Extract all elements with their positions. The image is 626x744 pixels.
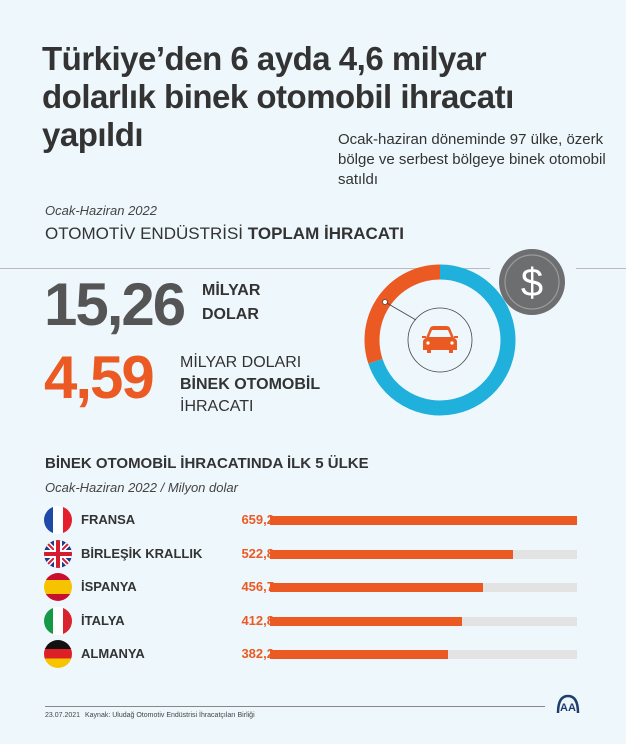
passenger-unit: MİLYAR DOLARI BİNEK OTOMOBİL İHRACATI bbox=[180, 352, 320, 418]
uk-flag-icon bbox=[44, 539, 72, 568]
bar-chart-title: BİNEK OTOMOBİL İHRACATINDA İLK 5 ÜLKE bbox=[45, 455, 369, 472]
bar-track bbox=[270, 516, 577, 525]
passenger-line2: BİNEK OTOMOBİL bbox=[180, 376, 321, 393]
bar-track bbox=[270, 583, 577, 592]
leader-dot bbox=[382, 299, 388, 305]
svg-text:AA: AA bbox=[560, 702, 576, 714]
value-label: 659,2 bbox=[241, 512, 274, 527]
bar bbox=[270, 549, 514, 559]
passenger-line3: İHRACATI bbox=[180, 398, 254, 415]
passenger-value: 4,59 bbox=[44, 344, 155, 411]
total-unit: MİLYAR DOLAR bbox=[202, 279, 260, 327]
bar-row: FRANSA 659,2 bbox=[44, 506, 584, 534]
heading-bold: TOPLAM İHRACATI bbox=[247, 224, 404, 243]
country-label: FRANSA bbox=[81, 512, 136, 527]
italy-flag-icon bbox=[44, 606, 72, 635]
bar bbox=[270, 650, 448, 659]
bar-row: BİRLEŞİK KRALLIK 522,8 bbox=[44, 539, 584, 568]
value-label: 522,8 bbox=[241, 545, 274, 561]
divider bbox=[576, 268, 626, 269]
subtitle: Ocak-haziran döneminde 97 ülke, özerk bö… bbox=[338, 131, 606, 188]
germany-flag-icon bbox=[44, 640, 72, 668]
svg-text:$: $ bbox=[521, 261, 543, 305]
inner-circle bbox=[407, 307, 473, 373]
value-label: 382,2 bbox=[241, 646, 274, 661]
donut-slice-1 bbox=[368, 264, 516, 416]
bar-track bbox=[270, 616, 577, 626]
leader-line bbox=[384, 301, 417, 321]
period-label: Ocak-Haziran 2022 bbox=[45, 203, 157, 218]
france-flag-icon bbox=[44, 506, 72, 534]
heading-regular: OTOMOTİV ENDÜSTRİSİ bbox=[45, 224, 244, 243]
total-value: 15,26 bbox=[44, 271, 186, 338]
bar bbox=[270, 616, 463, 626]
bar-row: İTALYA 412,8 bbox=[44, 606, 584, 635]
donut-chart: $ bbox=[364, 249, 565, 416]
country-label: İTALYA bbox=[81, 612, 125, 628]
aa-logo: AA bbox=[556, 694, 580, 714]
footer-date: 23.07.2021 bbox=[45, 712, 81, 719]
divider bbox=[0, 268, 490, 269]
page-title: Türkiye’den 6 ayda 4,6 milyar dolarlık b… bbox=[42, 40, 514, 153]
total-unit-line1: MİLYAR bbox=[202, 282, 261, 299]
footer-divider bbox=[45, 706, 545, 707]
value-label: 412,8 bbox=[241, 612, 274, 628]
bar-row: İSPANYA 456,7 bbox=[44, 573, 584, 601]
section-heading: OTOMOTİV ENDÜSTRİSİ TOPLAM İHRACATI bbox=[45, 224, 404, 244]
bar-track bbox=[270, 650, 577, 659]
bar-track bbox=[270, 549, 577, 559]
country-label: ALMANYA bbox=[81, 646, 145, 661]
footer-source: Kaynak: Uludağ Otomotiv Endüstrisi İhrac… bbox=[85, 712, 255, 719]
bar bbox=[270, 516, 577, 525]
bar-row: ALMANYA 382,2 bbox=[44, 640, 584, 668]
total-unit-line2: DOLAR bbox=[202, 306, 259, 323]
bar bbox=[270, 583, 483, 592]
bar-chart-subtitle: Ocak-Haziran 2022 / Milyon dolar bbox=[45, 480, 238, 495]
car-icon bbox=[422, 326, 458, 353]
country-label: İSPANYA bbox=[81, 579, 137, 594]
passenger-line1: MİLYAR DOLARI bbox=[180, 354, 302, 371]
value-label: 456,7 bbox=[241, 579, 274, 594]
dollar-coin-icon: $ bbox=[499, 249, 565, 315]
spain-flag-icon bbox=[44, 573, 72, 601]
country-label: BİRLEŞİK KRALLIK bbox=[81, 545, 203, 561]
